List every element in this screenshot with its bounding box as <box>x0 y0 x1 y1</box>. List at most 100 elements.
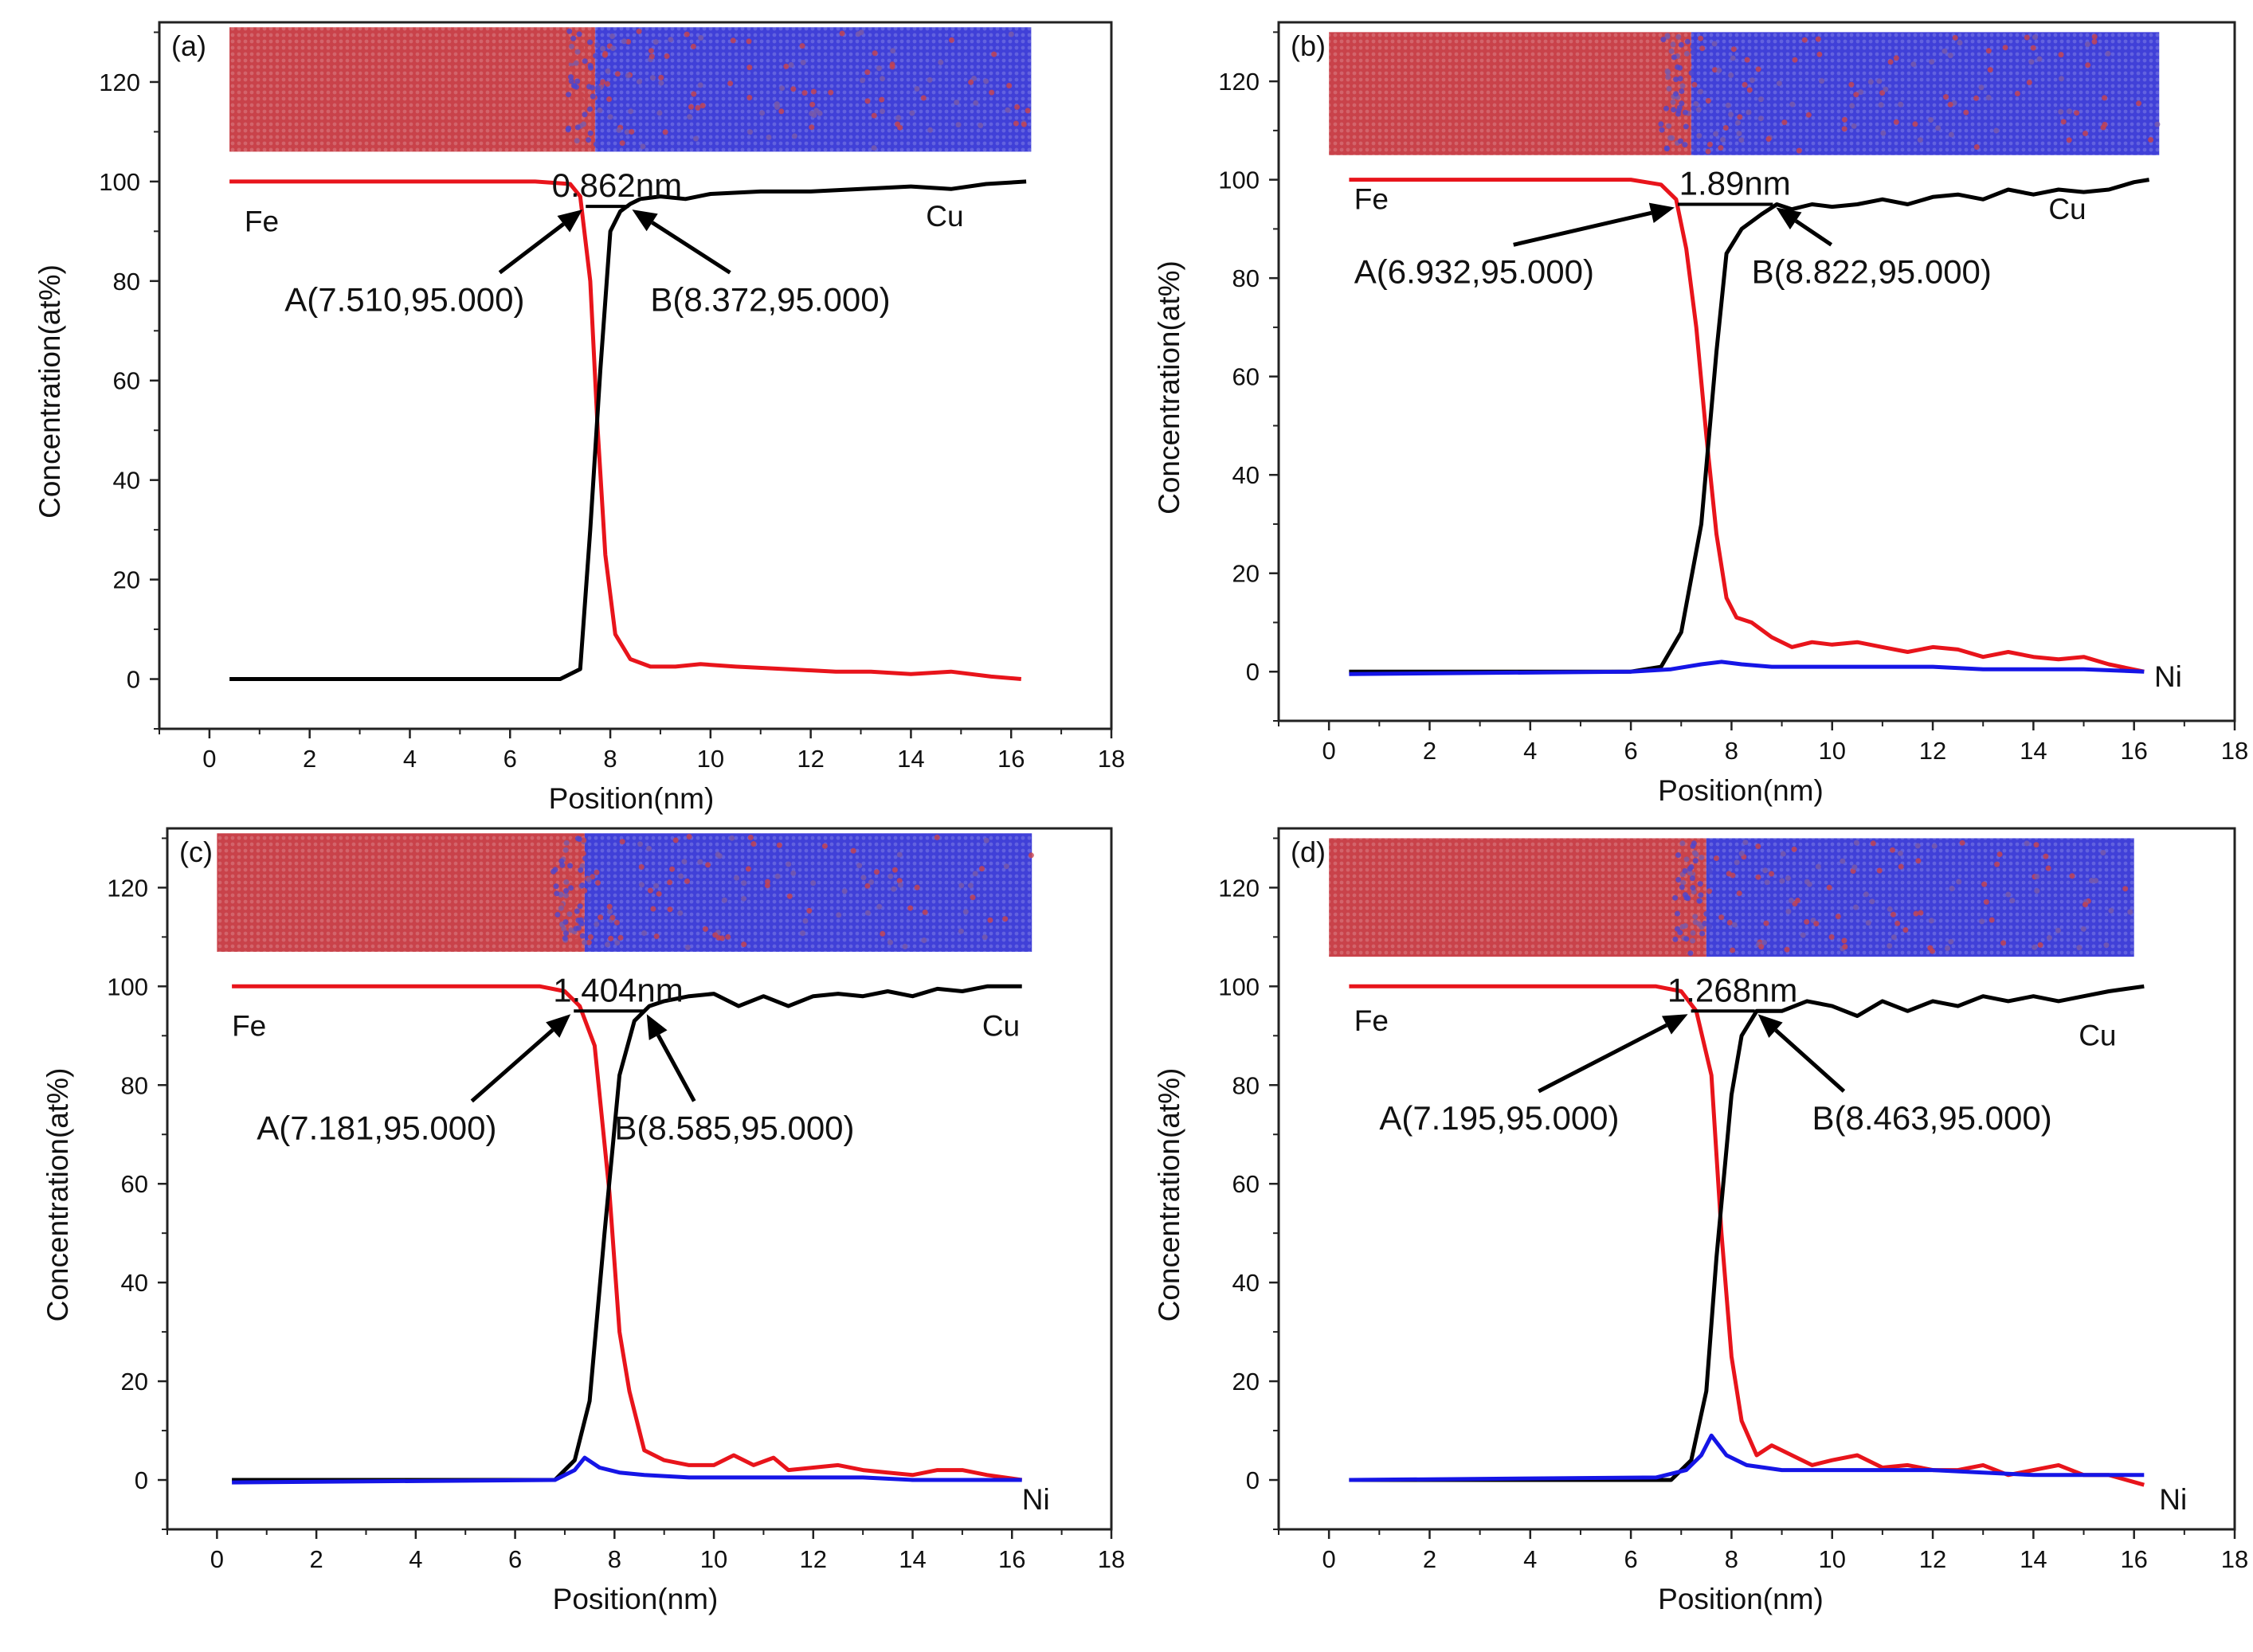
x-tick-label: 8 <box>1725 737 1738 765</box>
x-tick-label: 0 <box>1322 737 1336 765</box>
x-tick-label: 16 <box>997 745 1025 773</box>
y-axis-title: Concentration(at%) <box>1153 1068 1185 1322</box>
point-a-label: A(7.195,95.000) <box>1379 1099 1619 1137</box>
x-tick-label: 2 <box>1423 1545 1436 1573</box>
x-tick-label: 6 <box>1624 1545 1637 1573</box>
arrow-to-b <box>1757 1014 1846 1093</box>
x-tick-label: 10 <box>1818 737 1845 765</box>
plot-frame <box>1277 827 2236 1531</box>
series-line-cu <box>1349 178 2150 674</box>
series-label-fe: Fe <box>245 205 279 237</box>
x-tick-label: 12 <box>1919 1545 1946 1573</box>
y-axis-title: Concentration(at%) <box>33 264 66 519</box>
series-label-cu: Cu <box>926 200 963 233</box>
arrow-to-a <box>1513 202 1675 247</box>
series-line-ni <box>1349 660 2145 676</box>
x-tick-label: 8 <box>1725 1545 1738 1573</box>
x-tick-label: 12 <box>1919 737 1946 765</box>
x-tick-label: 10 <box>697 745 724 773</box>
x-tick-label: 0 <box>210 1545 224 1573</box>
series-label-ni: Ni <box>1022 1483 1050 1516</box>
series-label-fe: Fe <box>232 1009 266 1042</box>
point-b-label: B(8.463,95.000) <box>1812 1099 2051 1137</box>
x-tick-label: 18 <box>1098 1545 1125 1573</box>
point-b-label: B(8.372,95.000) <box>650 280 890 318</box>
y-tick-label: 60 <box>113 367 140 395</box>
x-tick-label: 10 <box>1818 1545 1845 1573</box>
panel-label: (d) <box>1291 836 1326 868</box>
series-line-fe <box>232 984 1023 1482</box>
y-tick-label: 100 <box>1218 166 1260 194</box>
point-b-label: B(8.585,95.000) <box>614 1109 854 1146</box>
x-axis-title: Position(nm) <box>553 1583 719 1615</box>
x-tick-label: 14 <box>2020 1545 2047 1573</box>
x-tick-label: 18 <box>1098 745 1125 773</box>
x-tick-label: 14 <box>897 745 924 773</box>
series-line-fe <box>229 179 1022 681</box>
x-axis-title: Position(nm) <box>1658 1583 1824 1615</box>
x-tick-label: 16 <box>2120 1545 2147 1573</box>
y-tick-label: 120 <box>1218 68 1260 96</box>
x-tick-label: 14 <box>2020 737 2047 765</box>
series-label-cu: Cu <box>2079 1020 2116 1052</box>
y-tick-label: 0 <box>135 1466 148 1494</box>
series-line-cu <box>1349 984 2145 1482</box>
series-line-cu <box>229 179 1027 681</box>
arrow-to-a <box>1538 1014 1688 1094</box>
x-tick-label: 14 <box>899 1545 926 1573</box>
plot-frame <box>166 827 1113 1531</box>
x-tick-label: 4 <box>403 745 417 773</box>
point-a-label: A(7.510,95.000) <box>284 280 524 318</box>
y-tick-label: 20 <box>1232 560 1260 588</box>
atom-speckles <box>1658 33 2161 155</box>
interface-width-label: 1.268nm <box>1667 971 1797 1008</box>
atoms-inset <box>217 833 1034 952</box>
point-a-label: A(7.181,95.000) <box>257 1109 496 1146</box>
series-label-ni: Ni <box>2159 1483 2187 1516</box>
series-line-cu <box>232 984 1022 1482</box>
x-tick-label: 6 <box>508 1545 522 1573</box>
y-tick-label: 60 <box>1232 1170 1260 1198</box>
arrow-to-a <box>470 1014 571 1103</box>
y-tick-label: 20 <box>113 566 140 594</box>
x-tick-label: 10 <box>700 1545 727 1573</box>
panel-d: 0 2 4 6 8 10 12 14 16 18 0 20 40 60 80 100 120 Position(n… <box>1153 827 2248 1615</box>
y-axis-title: Concentration(at%) <box>41 1068 74 1322</box>
y-tick-label: 120 <box>1218 874 1260 902</box>
series-label-cu: Cu <box>2048 193 2086 225</box>
x-tick-label: 2 <box>1423 737 1436 765</box>
y-tick-label: 100 <box>107 973 148 1000</box>
arrow-to-b <box>632 209 731 275</box>
y-tick-label: 80 <box>1232 264 1260 292</box>
y-tick-label: 0 <box>127 666 140 694</box>
atom-speckles <box>551 833 1034 950</box>
arrow-to-b <box>1776 207 1833 247</box>
x-tick-label: 2 <box>309 1545 323 1573</box>
y-tick-label: 60 <box>121 1170 148 1198</box>
series-line-fe <box>1349 984 2145 1487</box>
y-tick-label: 0 <box>1246 1466 1260 1494</box>
y-tick-label: 80 <box>121 1071 148 1099</box>
x-tick-label: 8 <box>603 745 617 773</box>
arrow-to-a <box>498 209 583 275</box>
x-tick-label: 18 <box>2221 737 2248 765</box>
x-tick-label: 4 <box>409 1545 422 1573</box>
atoms-inset <box>1329 32 2161 155</box>
series-label-fe: Fe <box>1354 183 1389 216</box>
x-tick-label: 0 <box>202 745 216 773</box>
series-line-ni <box>1349 1433 2145 1482</box>
panel-c: 0 2 4 6 8 10 12 14 16 18 0 20 40 60 80 100 120 Position(n… <box>41 827 1125 1615</box>
y-tick-label: 120 <box>99 69 140 96</box>
x-axis-title: Position(nm) <box>549 782 715 815</box>
y-tick-label: 120 <box>107 874 148 902</box>
x-tick-label: 16 <box>2120 737 2147 765</box>
y-tick-label: 20 <box>121 1368 148 1396</box>
x-tick-label: 0 <box>1322 1545 1336 1573</box>
interface-width-label: 1.89nm <box>1679 165 1791 202</box>
x-tick-label: 4 <box>1523 737 1537 765</box>
y-tick-label: 40 <box>1232 1269 1260 1297</box>
x-axis-title: Position(nm) <box>1658 774 1824 807</box>
panel-b: 0 2 4 6 8 10 12 14 16 18 0 20 40 60 80 100 120 Position(n… <box>1153 21 2248 807</box>
series-label-fe: Fe <box>1354 1004 1389 1037</box>
